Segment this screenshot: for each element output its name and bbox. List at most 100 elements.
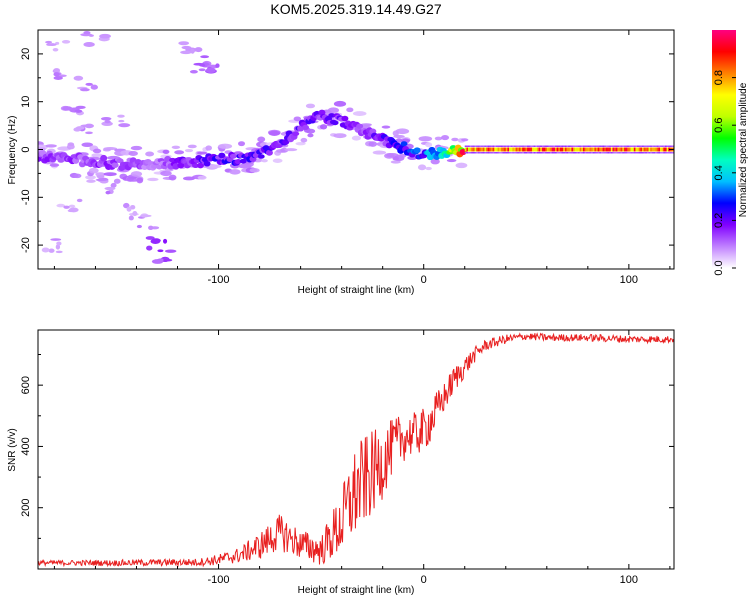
spectrogram-blob (47, 43, 57, 46)
spectrogram-ridge-cell (500, 147, 504, 152)
spectrogram-ridge-edge (558, 152, 561, 154)
spectrogram-ridge-cell (466, 147, 469, 152)
spectrogram-ridge-edge (589, 145, 592, 147)
spectrogram-blob (132, 211, 138, 217)
spectrogram-ridge-cell (528, 147, 531, 152)
spectrogram-ridge-edge (500, 152, 504, 154)
spectrogram-ridge-edge (505, 145, 508, 147)
spectrogram-blob (261, 159, 268, 163)
spectrogram-ridge-edge (559, 145, 563, 147)
y-tick-label: 0 (20, 146, 32, 152)
spectrogram-blob (151, 238, 161, 243)
spectrogram-blob (162, 149, 170, 155)
x-tick-label: 0 (421, 574, 427, 586)
spectrogram-ridge-edge (627, 152, 630, 154)
spectrogram-ridge-cell (614, 147, 617, 152)
spectrogram-y-label: Frequency (Hz) (7, 116, 18, 185)
spectrogram-ridge-cell (600, 147, 604, 152)
spectrogram-blob (451, 137, 459, 142)
spectrogram-blob (90, 84, 98, 90)
spectrogram-blob (110, 182, 117, 188)
spectrogram-ridge-cell (538, 147, 541, 152)
spectrogram-ridge-cell (489, 147, 492, 152)
spectrogram-ridge-edge (527, 152, 530, 154)
spectrogram-ridge-cell (607, 147, 610, 152)
spectrogram-ridge-edge (614, 145, 617, 147)
spectrogram-ridge-edge (668, 145, 671, 147)
spectrogram-ridge-cell (651, 147, 655, 152)
spectrogram-ridge-cell (474, 147, 477, 152)
spectrogram-ridge-edge (481, 145, 484, 147)
spectrogram-ridge-edge (507, 152, 510, 154)
spectrogram-ridge-edge (553, 145, 556, 147)
spectrogram-ridge-edge (600, 145, 604, 147)
spectrogram-ridge-cell (663, 147, 666, 152)
spectrogram-ridge-cell (239, 158, 247, 164)
spectrogram-ridge-edge (671, 145, 674, 147)
spectrogram-blob (52, 69, 60, 74)
spectrogram-ridge-edge (535, 145, 538, 147)
spectrogram-ridge-cell (646, 147, 650, 152)
spectrogram-ridge-edge (594, 145, 597, 147)
spectrogram-blob (390, 160, 401, 164)
spectrogram-ridge-edge (487, 145, 490, 147)
spectrogram-ridge-cell (487, 147, 490, 152)
spectrogram-ridge-edge (574, 152, 577, 154)
spectrogram-ridge-cell (471, 147, 474, 152)
spectrogram-ridge-cell (494, 147, 497, 152)
spectrogram-blob (178, 41, 190, 46)
spectrogram-ridge-edge (494, 152, 497, 154)
spectrogram-ridge-edge (599, 152, 602, 154)
spectrogram-ridge-edge (474, 145, 477, 147)
spectrogram-ridge-edge (664, 145, 668, 147)
spectrogram-ridge-cell (481, 147, 484, 152)
spectrogram-ridge-cell (265, 149, 273, 156)
y-tick-label: 20 (20, 48, 32, 60)
spectrogram-ridge-edge (600, 152, 604, 154)
spectrogram-ridge-edge (623, 152, 627, 154)
spectrogram-ridge-edge (553, 152, 556, 154)
spectrogram-ridge-edge (584, 145, 587, 147)
spectrogram-ridge-edge (658, 152, 661, 154)
spectrogram-ridge-edge (602, 152, 605, 154)
spectrogram-ridge-edge (666, 145, 669, 147)
spectrogram-ridge-cell (203, 160, 211, 167)
spectrogram-ridge-edge (476, 145, 479, 147)
spectrogram-ridge-edge (625, 152, 628, 154)
spectrogram-ridge-edge (532, 152, 535, 154)
spectrogram-blob (461, 138, 469, 142)
spectrogram-blob (333, 133, 347, 139)
spectrogram-ridge-cell (484, 147, 487, 152)
spectrogram-ridge-edge (472, 152, 476, 154)
spectrogram-ridge-edge (658, 145, 661, 147)
spectrogram-ridge-cell (302, 124, 310, 131)
spectrogram-blob (148, 225, 154, 231)
y-tick-label: 10 (20, 96, 32, 108)
spectrogram-ridge-cell (564, 147, 568, 152)
spectrogram-ridge-edge (576, 145, 579, 147)
spectrogram-ridge-edge (546, 145, 549, 147)
spectrogram-ridge-edge (533, 145, 536, 147)
spectrogram-ridge-edge (536, 152, 540, 154)
spectrogram-ridge-edge (604, 152, 607, 154)
spectrogram-blob (105, 190, 111, 195)
spectrogram-blob (41, 247, 50, 253)
spectrogram-ridge-edge (563, 145, 566, 147)
colorbar-tick-label: 0.0 (713, 260, 725, 275)
spectrogram-blob (76, 198, 83, 203)
spectrogram-ridge-edge (653, 152, 656, 154)
spectrogram-ridge-edge (548, 152, 551, 154)
spectrogram-ridge-edge (468, 152, 471, 154)
spectrogram-ridge-cell (490, 147, 494, 152)
spectrogram-ridge-edge (660, 152, 663, 154)
spectrogram-ridge-edge (655, 145, 658, 147)
spectrogram-blob (53, 76, 63, 80)
spectrogram-blob (75, 126, 85, 130)
spectrogram-ridge-edge (609, 152, 612, 154)
spectrogram-ridge-cell (502, 147, 505, 152)
spectrogram-blob (381, 125, 391, 129)
spectrogram-ridge-cell (257, 154, 265, 159)
spectrogram-ridge-edge (502, 152, 505, 154)
spectrogram-blob (49, 163, 60, 167)
spectrogram-ridge-edge (545, 152, 548, 154)
